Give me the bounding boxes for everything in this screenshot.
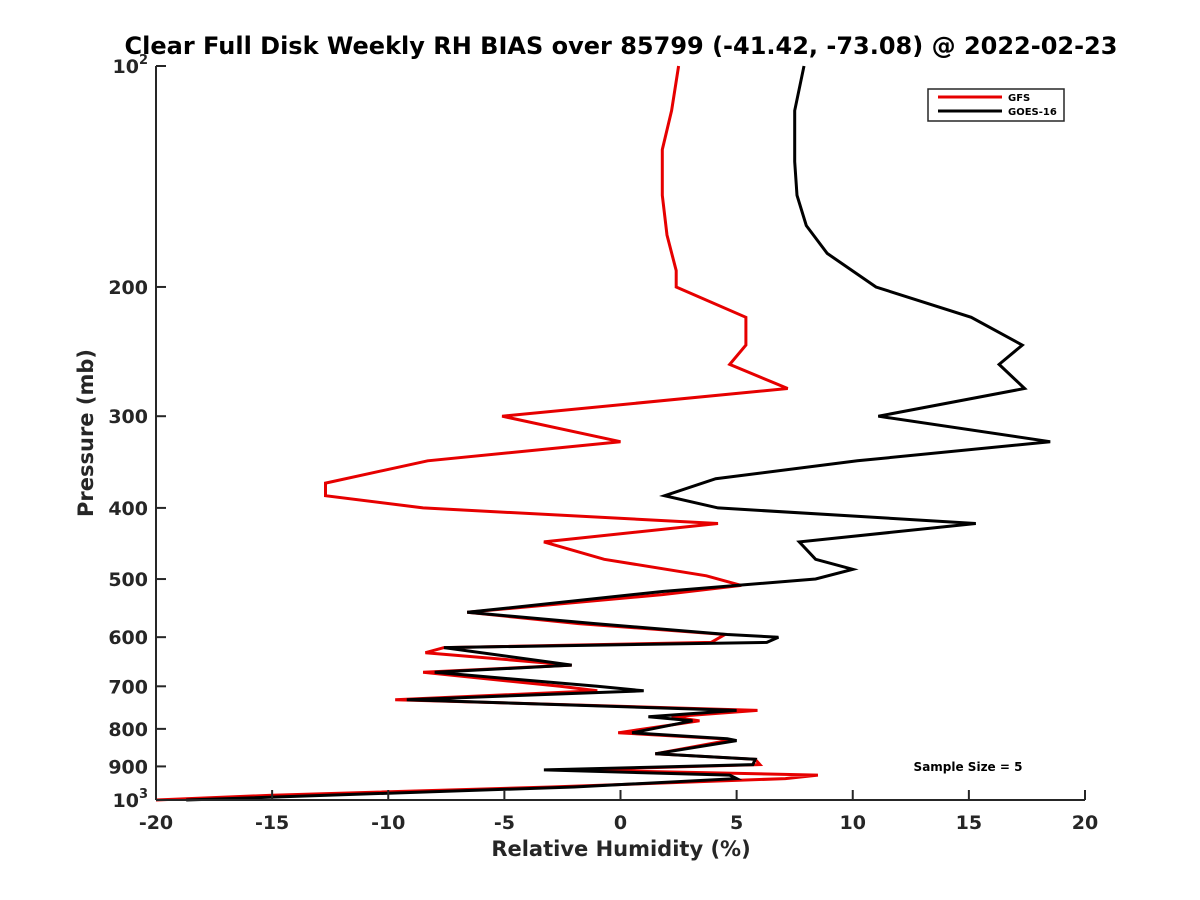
y-tick-label: 900 [108,756,148,778]
y-tick-label: 600 [108,627,148,649]
x-tick-label: 20 [1072,812,1098,834]
sample-size-annotation: Sample Size = 5 [914,760,1023,774]
y-tick-label: 800 [108,719,148,741]
legend-box [927,88,1065,122]
x-tick-label: -15 [255,812,289,834]
x-tick-label: -10 [371,812,405,834]
x-tick-label: 5 [730,812,743,834]
x-axis-label: Relative Humidity (%) [491,837,750,861]
y-tick-label: 300 [108,406,148,428]
y-tick-label: 700 [108,676,148,698]
series-line-goes-16 [186,65,1051,802]
axes: -20 -15 -10 -5 0 5 10 15 20 102 200 300 400 500 600 700… [108,53,1098,834]
plot-area [155,65,1051,802]
y-tick-label: 103 [113,787,149,812]
x-tick-label: 15 [956,812,982,834]
chart-title: Clear Full Disk Weekly RH BIAS over 8579… [125,32,1118,60]
y-tick-label: 200 [108,277,148,299]
series-line-gfs [155,65,819,802]
x-tick-label: -5 [494,812,515,834]
x-tick-label: 0 [614,812,627,834]
x-tick-label: 10 [840,812,866,834]
x-tick-label: -20 [139,812,173,834]
legend-label: GFS [1008,93,1030,104]
legend: GFS GOES-16 [927,88,1065,122]
y-tick-label: 102 [113,53,149,78]
y-axis-label: Pressure (mb) [74,349,98,517]
y-tick-label: 500 [108,569,148,591]
y-tick-label: 400 [108,498,148,520]
legend-label: GOES-16 [1008,107,1057,118]
